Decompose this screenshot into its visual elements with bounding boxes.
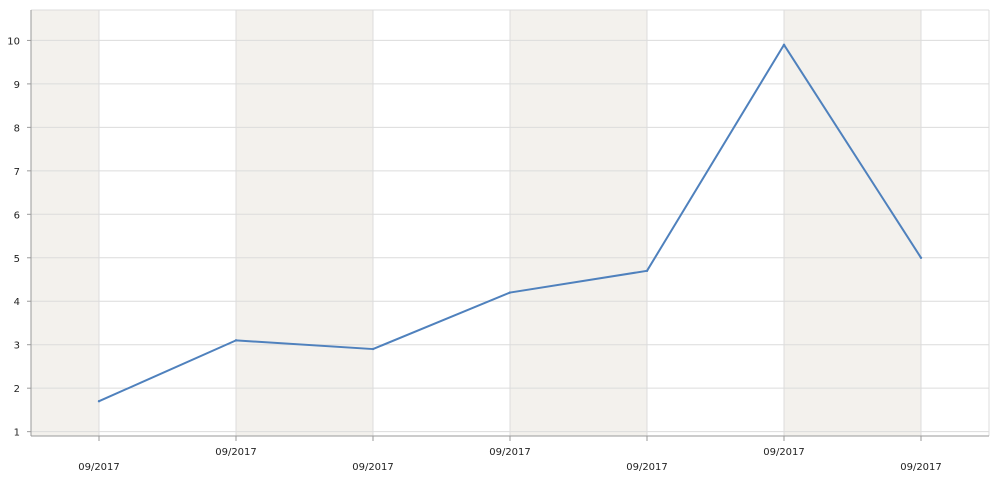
data-point [508,291,512,294]
grid-lines [31,9,990,436]
background-band [510,10,647,436]
y-tick-label: 2 [14,384,20,395]
background-band [31,10,99,436]
background-band [784,10,921,436]
x-tick-label: 09/2017 [78,462,120,473]
y-tick-label: 1 [14,428,20,439]
x-tick-label: 09/2017 [489,447,531,458]
y-tick-label: 10 [7,36,20,47]
x-tick-label: 09/2017 [763,447,805,458]
y-tick-label: 3 [14,341,20,352]
x-tick-label: 09/2017 [900,462,942,473]
data-point [371,347,375,351]
x-tick-label: 09/2017 [215,447,257,458]
background-bands [31,10,921,436]
x-tick-label: 09/2017 [352,462,394,473]
y-tick-label: 7 [14,167,20,178]
data-point [645,269,649,273]
data-point [919,256,923,259]
y-axis-ticks: 1 2 3 4 5 6 7 8 9 10 [7,36,31,439]
background-band [236,10,373,436]
x-axis-ticks: 09/2017 09/2017 09/2017 09/2017 09/2017 09/20… [78,436,942,473]
y-tick-label: 6 [14,210,20,221]
y-tick-label: 5 [14,254,20,265]
series-layer [97,43,923,403]
x-tick-label: 09/2017 [626,462,668,473]
data-point [97,400,101,403]
y-tick-label: 8 [14,123,20,134]
data-point [234,339,238,342]
y-tick-label: 4 [14,297,20,308]
data-point [782,43,786,46]
y-tick-label: 9 [14,80,20,91]
